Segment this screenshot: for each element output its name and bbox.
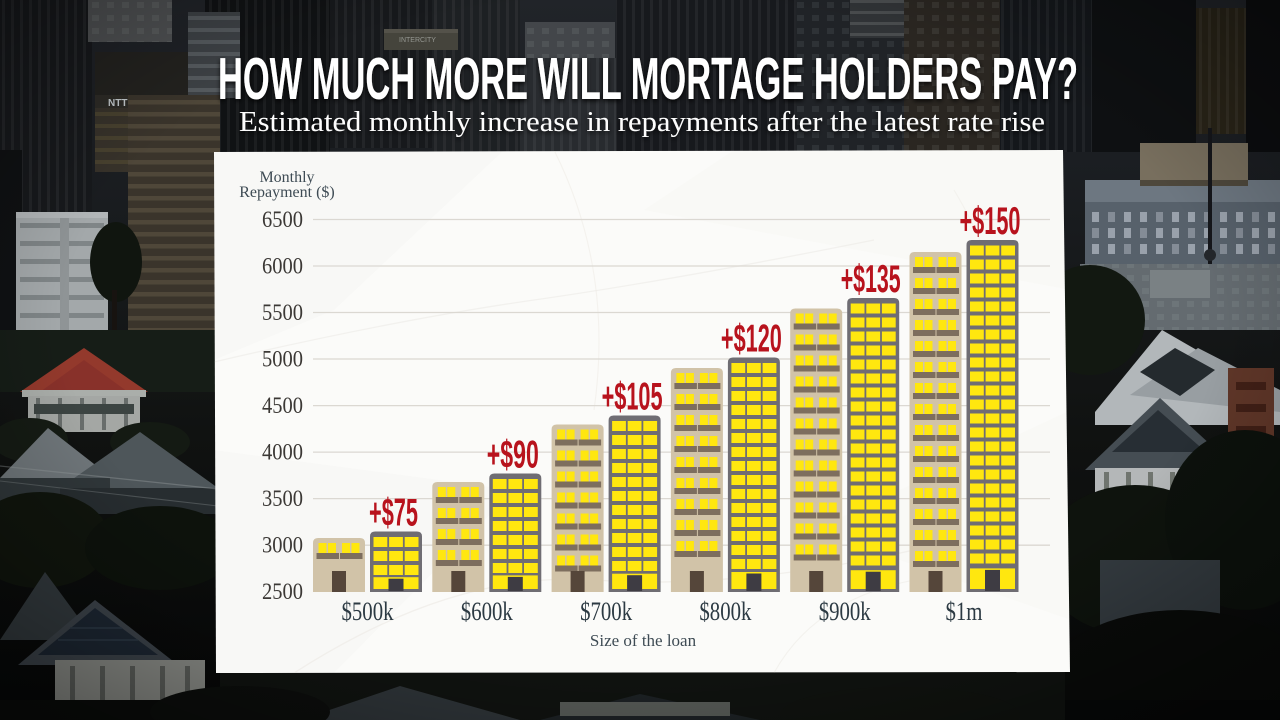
svg-text:$600k: $600k — [461, 597, 513, 626]
svg-text:$1m: $1m — [946, 597, 983, 626]
svg-text:+$90: +$90 — [487, 434, 539, 477]
svg-text:5500: 5500 — [262, 300, 303, 325]
svg-text:$700k: $700k — [580, 597, 632, 626]
svg-text:+$75: +$75 — [369, 492, 418, 535]
svg-text:4000: 4000 — [262, 440, 303, 465]
svg-text:+$135: +$135 — [841, 258, 901, 301]
svg-text:HOW MUCH MORE WILL MORTAGE HOL: HOW MUCH MORE WILL MORTAGE HOLDERS PAY? — [218, 46, 1078, 112]
svg-text:2500: 2500 — [262, 579, 303, 604]
svg-text:Estimated monthly increase in: Estimated monthly increase in repayments… — [239, 107, 1045, 138]
svg-text:4500: 4500 — [262, 393, 303, 418]
svg-text:+$105: +$105 — [602, 376, 663, 419]
svg-text:$800k: $800k — [699, 597, 751, 626]
svg-text:$900k: $900k — [819, 597, 871, 626]
svg-text:3000: 3000 — [262, 533, 303, 558]
svg-text:3500: 3500 — [262, 486, 303, 511]
svg-text:Size of the loan: Size of the loan — [590, 631, 697, 650]
svg-text:$500k: $500k — [342, 597, 394, 626]
svg-text:5000: 5000 — [262, 347, 303, 372]
svg-text:+$150: +$150 — [960, 200, 1021, 243]
svg-text:Monthly: Monthly — [259, 169, 314, 186]
svg-text:Repayment ($): Repayment ($) — [239, 184, 335, 201]
svg-text:6000: 6000 — [262, 254, 303, 279]
svg-text:+$120: +$120 — [721, 318, 782, 361]
svg-text:6500: 6500 — [262, 207, 303, 232]
